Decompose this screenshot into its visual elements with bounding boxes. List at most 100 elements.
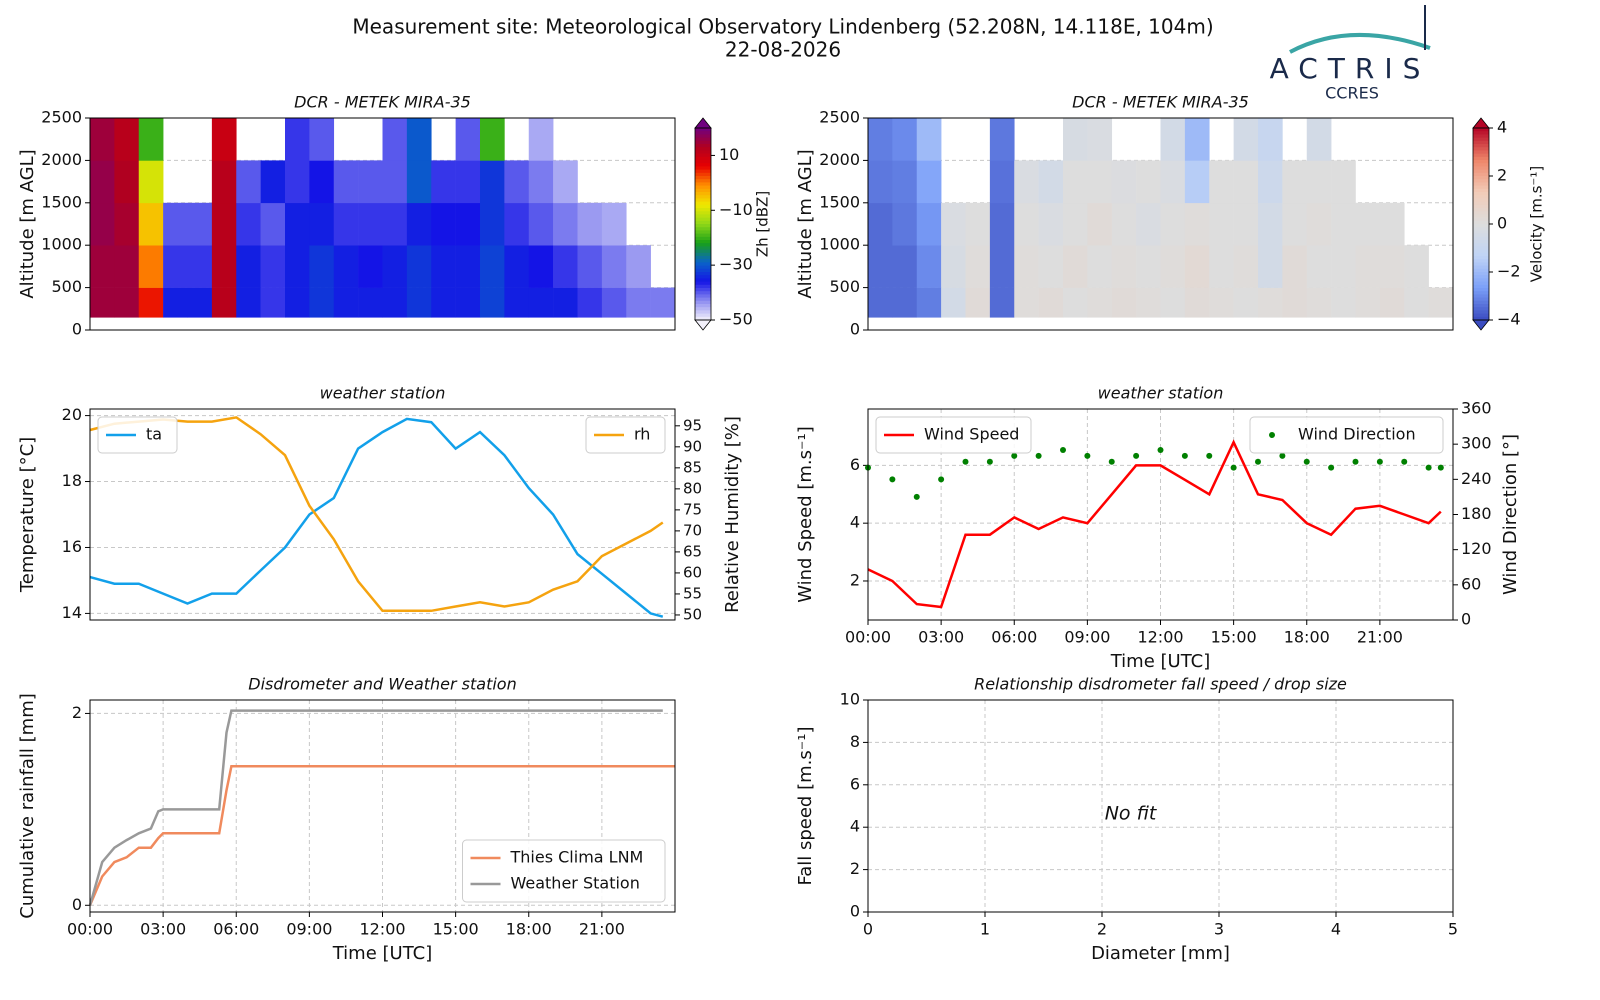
y-tick-label: 0 (72, 320, 82, 339)
legend-label: Thies Clima LNM (510, 848, 644, 867)
heatmap-cell (504, 245, 530, 288)
logo-name: ACTRIS (1270, 52, 1431, 85)
x-tick-label: 15:00 (1211, 628, 1257, 647)
heatmap-cell (358, 245, 383, 288)
colorbar-segment (1473, 208, 1489, 212)
colorbar-segment (695, 252, 711, 257)
heatmap-cell (1428, 287, 1454, 318)
colorbar-min (1472, 319, 1490, 331)
panel-title: weather station (320, 384, 446, 403)
x-tick-label: 03:00 (140, 920, 186, 939)
panel: weather station 14 16 18 20 50 55 60 65 70 75 80 85 9… (17, 384, 743, 624)
heatmap-cell (1258, 118, 1283, 161)
colorbar-segment (695, 304, 711, 308)
heatmap-cell (138, 202, 164, 246)
x-tick-label: 06:00 (213, 920, 259, 939)
y-tick-label: 1000 (41, 235, 82, 254)
heatmap-cell (90, 160, 115, 204)
colorbar-segment (695, 265, 711, 270)
x-tick-label: 06:00 (991, 628, 1037, 647)
heatmap-cell (260, 287, 286, 318)
heatmap-cell (528, 202, 554, 246)
heatmap-cell (138, 160, 164, 204)
heatmap-cell (1209, 287, 1234, 318)
heatmap-cell (431, 202, 456, 246)
heatmap-cell (333, 245, 359, 288)
colorbar-tick-label: −50 (719, 310, 753, 329)
heatmap-cell (868, 202, 893, 246)
heatmap-cell (1184, 287, 1210, 318)
legend-box (462, 839, 666, 903)
heatmap-cell (285, 160, 310, 204)
y-tick-label: 2000 (819, 150, 860, 169)
heatmap-cell (1331, 202, 1356, 246)
colorbar-segment (1473, 169, 1489, 174)
logo-subtitle: CCRES (1325, 84, 1379, 103)
y-tick-label: 2 (850, 570, 860, 589)
heatmap-cell (1355, 287, 1381, 318)
colorbar-min (694, 319, 712, 331)
heatmap-cell (455, 160, 481, 204)
marker (1206, 452, 1213, 459)
heatmap-cell (504, 202, 530, 246)
y-tick-label: 0 (850, 902, 860, 921)
y2-tick-label: 180 (1461, 504, 1492, 523)
heatmap-cell (1282, 202, 1308, 246)
heatmap-cell (577, 245, 603, 288)
colorbar-segment (695, 217, 711, 222)
colorbar-segment (1473, 272, 1489, 276)
colorbar-segment (1473, 195, 1489, 199)
heatmap-cell (1331, 245, 1356, 288)
legend-box (875, 416, 1032, 454)
panel: DCR - METEK MIRA-35 0 500 1000 1500 2000 2500 A… (795, 93, 1546, 339)
heatmap-cell (1111, 202, 1137, 246)
heatmap-cell (601, 245, 627, 288)
heatmap-cell (260, 160, 286, 204)
y-axis-label: Altitude [m AGL] (795, 149, 816, 298)
heatmap-cell (358, 287, 383, 318)
colorbar-segment (1473, 291, 1489, 295)
heatmap-cell (211, 160, 237, 204)
y-tick-label: 4 (850, 513, 860, 532)
marker (1084, 452, 1091, 459)
heatmap-cell (90, 287, 115, 318)
heatmap-cell (333, 160, 359, 204)
heatmap-cell (480, 202, 505, 246)
heatmap-cell (1258, 202, 1283, 246)
colorbar-segment (695, 294, 711, 299)
heatmap-cell (309, 202, 335, 246)
y2-tick-label: 55 (683, 584, 702, 602)
panel: Relationship disdrometer fall speed / dr… (795, 675, 1458, 965)
line (89, 416, 664, 613)
colorbar-segment (1473, 188, 1489, 193)
marker (889, 476, 896, 483)
heatmap-cell (455, 118, 481, 161)
heatmap-cell (1014, 287, 1039, 318)
heatmap-cell (528, 287, 554, 318)
colorbar-segment (695, 153, 711, 158)
colorbar-segment (695, 316, 711, 321)
heatmap-cell (480, 118, 505, 161)
heatmap-cell (309, 245, 335, 288)
heatmap-cell (892, 245, 918, 288)
colorbar-segment (1473, 265, 1489, 270)
colorbar-segment (695, 198, 711, 203)
heatmap-cell (916, 287, 942, 318)
heatmap-cell (480, 245, 505, 288)
colorbar-tick-label: −10 (719, 200, 753, 219)
y-tick-label: 2 (72, 703, 82, 722)
colorbar-segment (695, 134, 711, 139)
colorbar-segment (1473, 166, 1489, 171)
heatmap-cell (309, 287, 335, 318)
colorbar-segment (1473, 160, 1489, 164)
heatmap-cell (187, 287, 213, 318)
colorbar-segment (1473, 172, 1489, 177)
heatmap-cell (406, 118, 432, 161)
y-axis-label: Fall speed [m.s⁻¹] (795, 727, 816, 886)
heatmap-cell (892, 287, 918, 318)
y2-axis-label: Wind Direction [°] (1500, 434, 1521, 595)
heatmap-cell (1014, 202, 1039, 246)
y2-tick-label: 90 (683, 437, 702, 455)
colorbar-segment (1473, 137, 1489, 142)
heatmap-cell (1111, 245, 1137, 288)
